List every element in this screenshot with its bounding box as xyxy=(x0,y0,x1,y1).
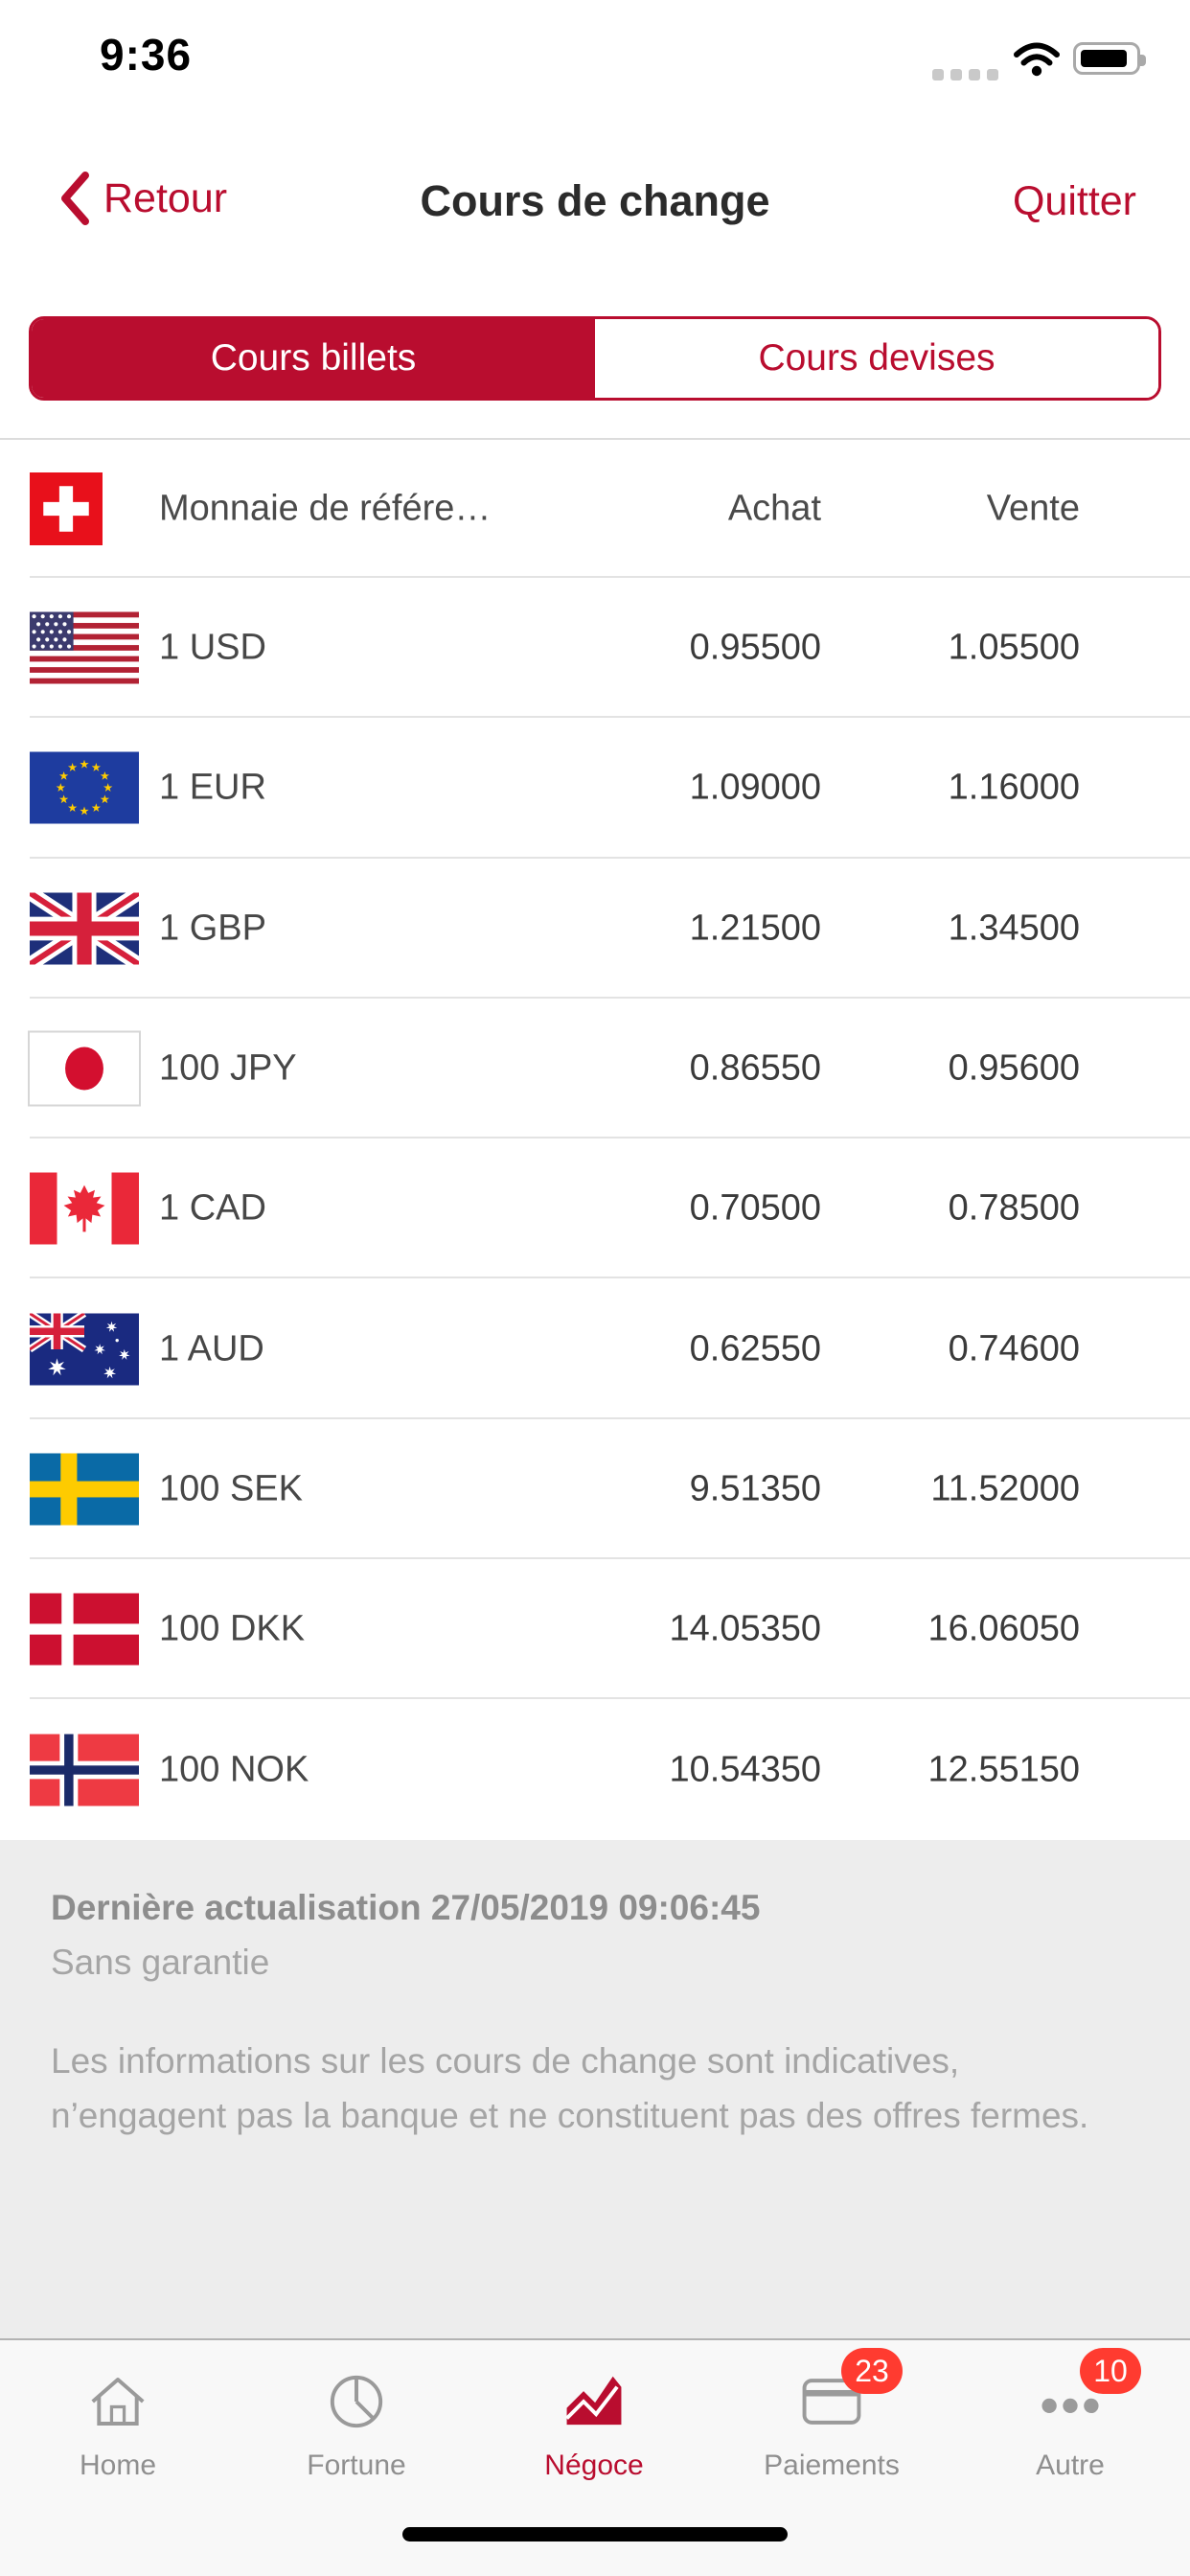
european-union-flag-icon xyxy=(30,751,139,824)
sell-rate: 0.78500 xyxy=(948,1187,1080,1229)
table-row-dkk: 100 DKK 14.05350 16.06050 xyxy=(0,1559,1190,1700)
buy-rate: 0.62550 xyxy=(689,1328,821,1369)
united-states-flag-icon xyxy=(30,611,139,684)
reference-currency-header: Monnaie de référe… xyxy=(159,488,492,529)
area-chart-icon xyxy=(565,2376,622,2426)
currency-label: 1 CAD xyxy=(159,1187,266,1229)
notification-badge: 10 xyxy=(1080,2348,1141,2394)
rate-type-segmented-control: Cours billets Cours devises xyxy=(29,316,1161,401)
back-button[interactable]: Retour xyxy=(59,171,227,226)
sell-column-header: Vente xyxy=(986,488,1080,529)
sell-rate: 12.55150 xyxy=(927,1749,1081,1790)
page-title: Cours de change xyxy=(420,176,770,225)
currency-label: 1 GBP xyxy=(159,908,266,949)
status-icons xyxy=(932,42,1146,80)
canada-flag-icon xyxy=(30,1172,139,1245)
battery-icon xyxy=(1073,42,1146,75)
sell-rate: 0.95600 xyxy=(948,1047,1080,1089)
table-row-nok: 100 NOK 10.54350 12.55150 xyxy=(0,1699,1190,1839)
sell-rate: 1.05500 xyxy=(948,627,1080,668)
footer-note: Dernière actualisation 27/05/2019 09:06:… xyxy=(0,1840,1190,2338)
tab-label: Négoce xyxy=(544,2450,644,2481)
sweden-flag-icon xyxy=(30,1453,139,1526)
tab-fortune[interactable]: Fortune xyxy=(251,2340,462,2482)
tab-label: Fortune xyxy=(307,2450,406,2481)
tab-cours-billets[interactable]: Cours billets xyxy=(32,319,595,398)
currency-label: 100 NOK xyxy=(159,1749,309,1790)
buy-rate: 1.09000 xyxy=(689,767,821,808)
table-row-cad: 1 CAD 0.70500 0.78500 xyxy=(0,1138,1190,1279)
currency-label: 1 AUD xyxy=(159,1328,264,1369)
table-row-jpy: 100 JPY 0.86550 0.95600 xyxy=(0,999,1190,1139)
disclaimer-text: Les informations sur les cours de change… xyxy=(51,2041,1089,2135)
buy-rate: 14.05350 xyxy=(669,1608,822,1649)
buy-rate: 0.95500 xyxy=(689,627,821,668)
currency-label: 100 DKK xyxy=(159,1608,306,1649)
buy-rate: 1.21500 xyxy=(689,908,821,949)
buy-rate: 10.54350 xyxy=(669,1749,822,1790)
tab-label: Autre xyxy=(1036,2450,1105,2481)
currency-label: 1 USD xyxy=(159,627,266,668)
buy-rate: 0.70500 xyxy=(689,1187,821,1229)
norway-flag-icon xyxy=(30,1734,139,1806)
tab-label: Home xyxy=(79,2450,157,2481)
table-row-eur: 1 EUR 1.09000 1.16000 xyxy=(0,718,1190,859)
tab-label: Paiements xyxy=(764,2450,900,2481)
tab-paiements[interactable]: 23 Paiements xyxy=(726,2340,937,2482)
australia-flag-icon xyxy=(30,1313,139,1386)
tab-home[interactable]: Home xyxy=(12,2340,223,2482)
cellular-signal-icon xyxy=(932,69,998,80)
buy-rate: 0.86550 xyxy=(689,1047,821,1089)
last-update-text: Dernière actualisation 27/05/2019 09:06:… xyxy=(51,1888,761,1927)
tab-autre[interactable]: 10 Autre xyxy=(965,2340,1176,2482)
home-icon xyxy=(91,2378,145,2426)
table-row-gbp: 1 GBP 1.21500 1.34500 xyxy=(0,859,1190,1000)
tab-cours-devises[interactable]: Cours devises xyxy=(595,319,1158,398)
back-label: Retour xyxy=(103,174,228,221)
notification-badge: 23 xyxy=(841,2348,903,2394)
tab-negoce[interactable]: Négoce xyxy=(489,2340,699,2482)
status-time: 9:36 xyxy=(100,30,193,80)
switzerland-flag-icon xyxy=(30,472,103,545)
sell-rate: 0.74600 xyxy=(948,1328,1080,1369)
table-row-sek: 100 SEK 9.51350 11.52000 xyxy=(0,1419,1190,1560)
quit-button[interactable]: Quitter xyxy=(1012,178,1136,224)
table-header: Monnaie de référe… Achat Vente xyxy=(0,440,1190,578)
ellipsis-icon xyxy=(1041,2398,1099,2414)
no-guarantee-text: Sans garantie xyxy=(51,1943,270,1982)
table-row-usd: 1 USD 0.95500 1.05500 xyxy=(0,578,1190,719)
table-row-aud: 1 AUD 0.62550 0.74600 xyxy=(0,1278,1190,1420)
currency-label: 100 SEK xyxy=(159,1468,303,1509)
divider xyxy=(0,438,1190,440)
united-kingdom-flag-icon xyxy=(30,892,139,965)
sell-rate: 1.16000 xyxy=(948,767,1080,808)
japan-flag-icon xyxy=(28,1030,141,1107)
credit-card-icon xyxy=(802,2379,861,2425)
sell-rate: 1.34500 xyxy=(948,908,1080,949)
pie-chart-icon xyxy=(330,2375,383,2428)
sell-rate: 16.06050 xyxy=(927,1608,1081,1649)
denmark-flag-icon xyxy=(30,1593,139,1666)
chevron-left-icon xyxy=(61,172,89,225)
rates-table: 1 USD 0.95500 1.05500 1 EUR 1.09000 1.16… xyxy=(0,578,1190,1840)
currency-label: 100 JPY xyxy=(159,1047,297,1089)
nav-bar: Retour Cours de change Quitter xyxy=(0,171,1190,266)
currency-label: 1 EUR xyxy=(159,767,266,808)
home-indicator[interactable] xyxy=(402,2527,788,2542)
buy-rate: 9.51350 xyxy=(689,1468,821,1509)
buy-column-header: Achat xyxy=(727,488,821,529)
sell-rate: 11.52000 xyxy=(930,1468,1080,1509)
wifi-icon xyxy=(1014,42,1060,77)
